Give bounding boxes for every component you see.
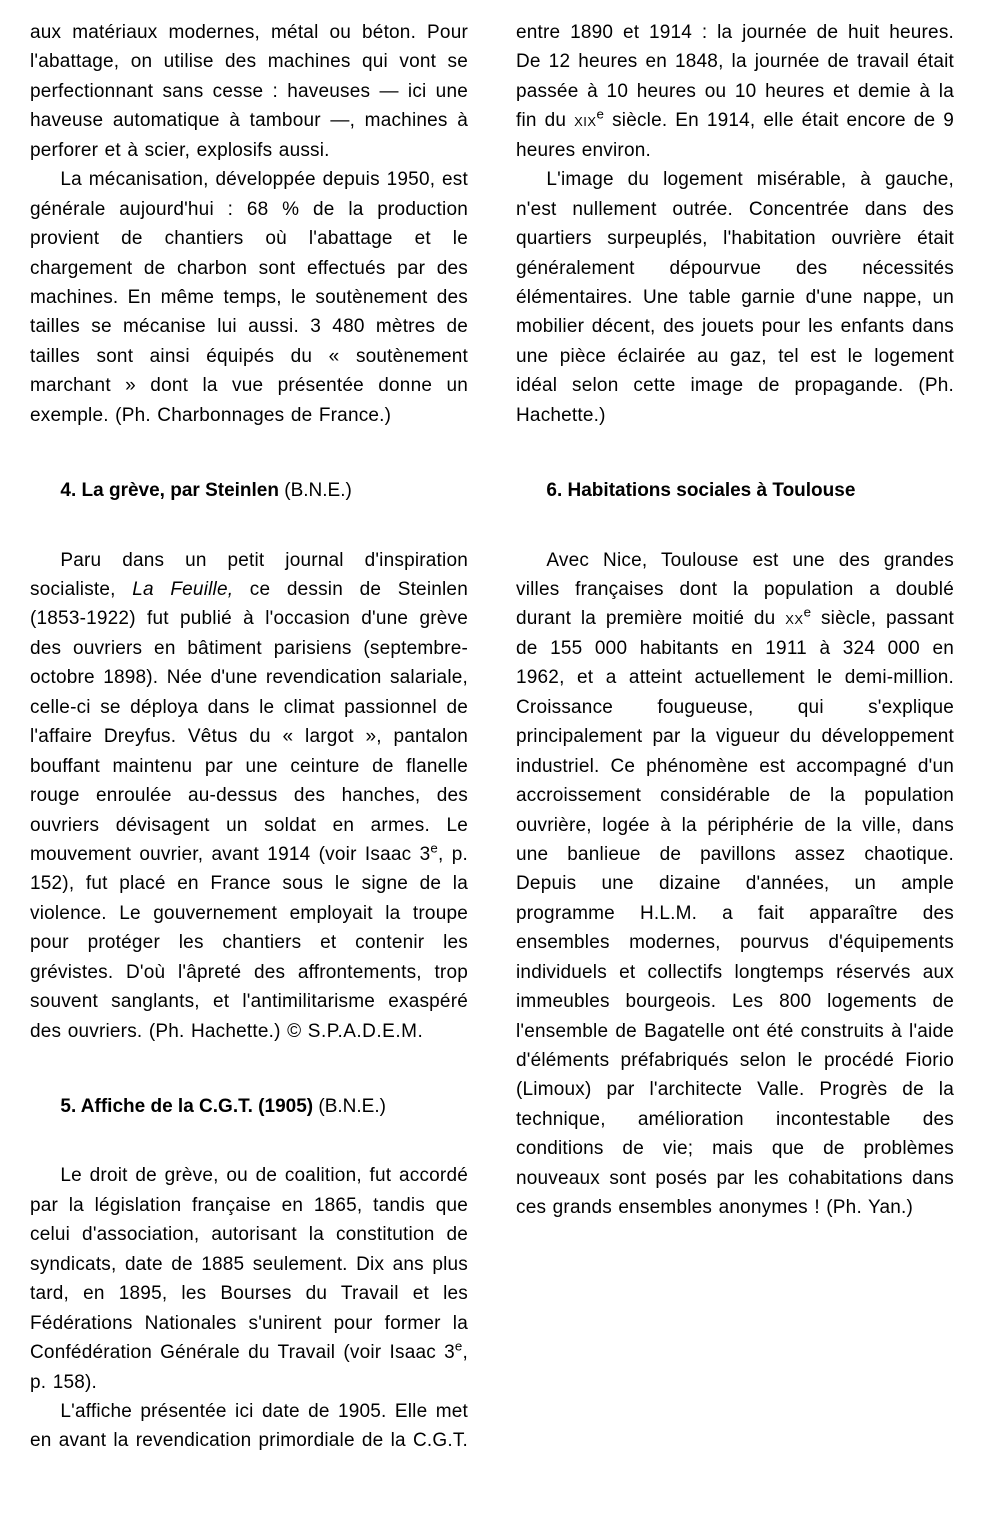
paragraph-modern-materials: aux matériaux modernes, métal ou béton. … — [30, 18, 468, 165]
spacer — [30, 1046, 468, 1092]
paragraph-droit-greve: Le droit de grève, ou de coalition, fut … — [30, 1161, 468, 1397]
heading-5-bold: 5. Affiche de la C.G.T. (1905) — [60, 1096, 313, 1117]
spacer — [30, 506, 468, 546]
heading-6-bold: 6. Habitations sociales à Toulouse — [546, 480, 855, 501]
heading-4-greve-steinlen: 4. La grève, par Steinlen (B.N.E.) — [30, 476, 468, 505]
heading-5-affiche-cgt: 5. Affiche de la C.G.T. (1905) (B.N.E.) — [30, 1092, 468, 1121]
page: aux matériaux modernes, métal ou béton. … — [0, 0, 984, 1519]
paragraph-mechanisation: La mécanisation, développée depuis 1950,… — [30, 165, 468, 430]
spacer — [30, 1121, 468, 1161]
paragraph-toulouse: Avec Nice, Toulouse est une des grandes … — [516, 546, 954, 1223]
paragraph-logement-miserable: L'image du logement misérable, à gauche,… — [516, 165, 954, 430]
spacer — [516, 430, 954, 476]
spacer — [30, 430, 468, 476]
heading-4-bold: 4. La grève, par Steinlen — [60, 480, 279, 501]
heading-6-habitations-toulouse: 6. Habitations sociales à Toulouse — [516, 476, 954, 505]
heading-5-tail: (B.N.E.) — [313, 1096, 386, 1117]
spacer — [516, 506, 954, 546]
heading-4-tail: (B.N.E.) — [279, 480, 352, 501]
paragraph-steinlen: Paru dans un petit journal d'inspiration… — [30, 546, 468, 1046]
